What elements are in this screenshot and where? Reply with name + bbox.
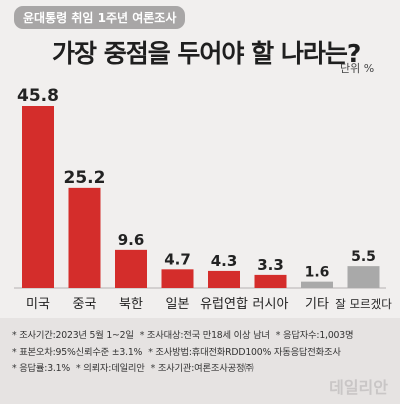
bar-chart: 45.8 미국 25.2 중국 9.6 북한 4.7 일본 4.3 유럽연합 3.3 러시아 1.6 기타… <box>14 86 392 312</box>
category-label-1: 중국 <box>73 297 97 312</box>
category-label-0: 미국 <box>26 297 50 312</box>
bar-3 <box>161 269 194 288</box>
bar-0 <box>22 106 54 288</box>
bar-6 <box>301 281 333 288</box>
note-item: * 조사방법:휴대전화RDD100% 자동응답전화조사 <box>148 346 341 358</box>
bar-2 <box>115 249 147 288</box>
note-item: * 조사대상:전국 만18세 이상 남녀 <box>139 330 270 341</box>
notes-line-1: * 표본오차:95%신뢰수준 ±3.1% * 조사방법:휴대전화RDD100% 자… <box>12 345 400 362</box>
notes-line-0: * 조사기간:2023년 5월 1~2일 * 조사대상:전국 만18세 이상 남녀… <box>12 328 400 345</box>
bar-7 <box>347 266 380 288</box>
value-label-5: 3.3 <box>257 256 284 274</box>
note-item: * 조사기간:2023년 5월 1~2일 <box>12 330 134 341</box>
value-label-2: 9.6 <box>118 231 145 249</box>
survey-badge: 윤대통령 취임 1주년 여론조사 <box>14 6 186 29</box>
note-item: * 의뢰자:데일리안 <box>76 363 145 374</box>
category-label-3: 일본 <box>166 297 190 312</box>
category-label-4: 유럽연합 <box>200 297 248 312</box>
value-label-0: 45.8 <box>17 86 59 106</box>
note-item: * 응답률:3.1% <box>12 363 71 374</box>
unit-label: 단위 % <box>340 62 375 75</box>
survey-notes: * 조사기간:2023년 5월 1~2일 * 조사대상:전국 만18세 이상 남녀… <box>0 318 400 404</box>
note-item: * 조사기관:여론조사공정㈜ <box>150 363 254 374</box>
note-item: * 응답자수:1,003명 <box>275 330 354 341</box>
category-label-5: 러시아 <box>253 297 289 312</box>
notes-line-2: * 응답률:3.1% * 의뢰자:데일리안 * 조사기관:여론조사공정㈜ <box>12 361 400 378</box>
chart-title: 가장 중점을 두어야 할 나라는? <box>52 39 361 68</box>
bar-5 <box>254 274 287 288</box>
category-label-7: 잘 모르겠다 <box>335 297 392 311</box>
bar-1 <box>68 187 101 288</box>
value-label-4: 4.3 <box>211 252 238 270</box>
value-label-7: 5.5 <box>351 249 376 265</box>
category-label-6: 기타 <box>305 297 329 312</box>
value-label-1: 25.2 <box>64 168 106 188</box>
category-label-2: 북한 <box>119 297 143 312</box>
bar-4 <box>208 270 240 288</box>
value-label-6: 1.6 <box>305 265 330 281</box>
value-label-3: 4.7 <box>164 250 191 268</box>
note-item: * 표본오차:95%신뢰수준 ±3.1% <box>12 346 143 358</box>
watermark: 데일리안 <box>329 378 388 397</box>
